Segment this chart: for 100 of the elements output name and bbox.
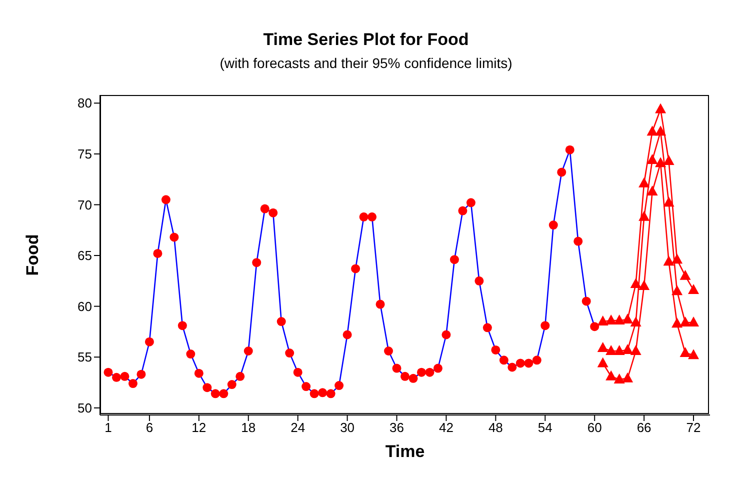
point (178, 321, 187, 330)
y-tick-label: 80 (78, 96, 92, 111)
point (680, 270, 691, 280)
point (606, 345, 617, 355)
x-tick-label: 18 (241, 420, 256, 436)
point (416, 368, 426, 377)
point (622, 344, 634, 354)
point (161, 195, 170, 204)
point (532, 356, 542, 365)
x-tick-label: 6 (146, 420, 154, 436)
point (466, 198, 476, 208)
point (622, 372, 634, 382)
point (482, 323, 492, 332)
point (565, 145, 574, 154)
y-tick-label: 55 (78, 350, 92, 365)
x-tick-label: 60 (587, 420, 602, 436)
point (400, 372, 410, 381)
point (202, 383, 212, 392)
point (244, 346, 253, 356)
y-tick-label: 70 (78, 197, 92, 212)
point (672, 254, 683, 264)
point (655, 103, 666, 114)
point (392, 364, 402, 373)
point (186, 350, 196, 359)
point (606, 314, 617, 325)
point (260, 204, 270, 214)
point (622, 314, 634, 324)
point (630, 345, 642, 355)
point (557, 168, 566, 177)
point (342, 330, 352, 340)
y-tick-label: 65 (78, 248, 92, 264)
point (574, 236, 583, 246)
point (630, 316, 642, 327)
point (450, 255, 459, 264)
x-tick-label: 1 (104, 420, 112, 436)
point (597, 342, 608, 352)
point (638, 280, 650, 290)
point (663, 155, 674, 166)
point (606, 370, 617, 380)
point (638, 177, 650, 188)
point (582, 296, 591, 306)
y-axis-title: Food (23, 234, 42, 276)
point (227, 380, 236, 390)
point (516, 358, 525, 368)
point (442, 330, 451, 340)
chart-title: Time Series Plot for Food (262, 30, 470, 50)
point (194, 368, 204, 378)
point (614, 314, 625, 325)
point (614, 373, 625, 384)
point (376, 300, 385, 309)
point (136, 370, 146, 379)
point (351, 264, 360, 274)
point (672, 285, 683, 296)
point (548, 220, 558, 230)
point (252, 258, 262, 268)
point (384, 346, 394, 356)
point (112, 372, 121, 382)
point (680, 347, 691, 358)
chart-subtitle: (with forecasts and their 95% confidence limits) (218, 55, 514, 71)
point (104, 368, 113, 377)
point (302, 382, 311, 392)
point (425, 368, 434, 377)
point (144, 337, 154, 346)
point (236, 372, 245, 381)
point (120, 372, 130, 381)
x-axis-title: Time (385, 442, 425, 462)
y-tick-label: 60 (78, 298, 92, 314)
x-tick-label: 24 (290, 420, 306, 436)
point (663, 256, 674, 266)
point (646, 126, 658, 136)
point (638, 210, 650, 221)
point (474, 276, 484, 286)
point (590, 322, 600, 332)
point (170, 232, 179, 242)
point (310, 389, 319, 398)
point (219, 389, 228, 398)
point (499, 356, 508, 365)
point (334, 381, 344, 390)
point (646, 154, 658, 164)
point (655, 157, 666, 168)
point (508, 362, 517, 372)
point (368, 212, 377, 222)
point (630, 278, 642, 288)
x-tick-label: 30 (340, 420, 355, 436)
point (688, 316, 700, 327)
x-tick-label: 36 (390, 420, 404, 436)
point (663, 196, 674, 207)
x-tick-label: 66 (636, 420, 652, 436)
point (614, 345, 625, 355)
x-tick-label: 48 (488, 420, 503, 436)
point (597, 357, 608, 368)
point (491, 345, 500, 354)
point (655, 126, 666, 136)
point (293, 368, 302, 377)
point (524, 358, 534, 368)
point (646, 186, 658, 196)
x-tick-label: 54 (538, 420, 552, 436)
point (285, 348, 294, 358)
y-tick-label: 75 (78, 146, 92, 162)
point (359, 212, 368, 222)
